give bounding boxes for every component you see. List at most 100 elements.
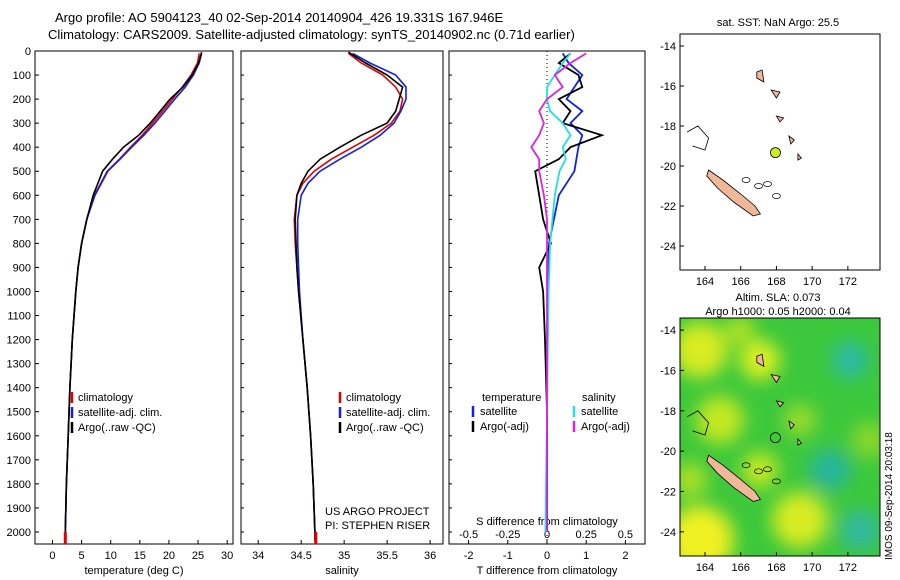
map-y-tick-label: -20 [660, 446, 676, 458]
x-tick-label: 34.5 [290, 550, 311, 562]
diff-series-line [530, 52, 587, 532]
vanuatu-island [770, 89, 781, 99]
new-caledonia-land [706, 169, 762, 217]
x-tick-label: 34 [252, 550, 264, 562]
map-x-tick-label: 164 [696, 562, 714, 574]
map-x-tick-label: 166 [732, 562, 750, 574]
y-tick-label: 400 [13, 142, 31, 154]
x-tick-label: 2 [622, 550, 628, 562]
map-x-tick-label: 172 [839, 562, 857, 574]
y-tick-label: 200 [13, 94, 31, 106]
y-tick-label: 100 [13, 70, 31, 82]
diff-series-line [534, 52, 605, 532]
x-tick-label: 0 [544, 550, 550, 562]
y-tick-label: 1800 [7, 479, 31, 491]
diff-series-line [544, 52, 572, 533]
vanuatu-island [788, 419, 795, 430]
map-x-tick-label: 170 [803, 276, 821, 288]
vanuatu-island [775, 115, 785, 123]
series-line [294, 51, 404, 540]
sla-blob [680, 322, 728, 378]
x-axis-label: salinity [325, 565, 359, 577]
x2-tick-label: -0.5 [459, 529, 478, 541]
credit-pi: PI: STEPHEN RISER [325, 520, 431, 532]
credit-project: US ARGO PROJECT [325, 506, 430, 518]
vanuatu-island [797, 437, 803, 446]
map-y-tick-label: -14 [660, 325, 676, 337]
sla-blob [742, 452, 778, 488]
sla-blob [810, 450, 850, 490]
y-tick-label: 1400 [7, 383, 31, 395]
map-x-tick-label: 170 [803, 562, 821, 574]
new-caledonia-land [706, 454, 762, 502]
map-y-tick-label: -22 [660, 486, 676, 498]
x2-tick-label: 0.5 [618, 529, 633, 541]
x-tick-label: -1 [503, 550, 513, 562]
vanuatu-island [770, 373, 781, 384]
side-timestamp: IMOS 09-Sep-2014 20:03:18 [884, 432, 895, 560]
map-bottom-title-line-2: Argo h1000: 0.05 h2000: 0.04 [705, 306, 851, 318]
plot-frame [240, 50, 444, 545]
x-tick-label: -2 [464, 550, 474, 562]
x-tick-label: 35 [338, 550, 350, 562]
x-axis-label: temperature (deg C) [84, 565, 183, 577]
legend-entry: Argo(-adj) [480, 421, 529, 433]
legend-entry: climatology [346, 392, 402, 404]
series-line [64, 53, 200, 542]
map-x-tick-label: 172 [839, 276, 857, 288]
legend-entry: Argo(..raw -QC) [78, 422, 156, 434]
sla-blob [696, 396, 744, 444]
map-y-tick-label: -18 [660, 406, 676, 418]
y-tick-label: 900 [13, 262, 31, 274]
series-line [296, 52, 407, 542]
reef-outline [686, 410, 710, 436]
y-tick-label: 800 [13, 238, 31, 250]
sla-blob [840, 510, 880, 550]
map-y-tick-label: -24 [660, 527, 676, 539]
y-tick-label: 1300 [7, 359, 31, 371]
legend-entry: Argo(..raw -QC) [346, 422, 424, 434]
y-tick-label: 500 [13, 166, 31, 178]
x-tick-label: 20 [163, 550, 175, 562]
map-y-tick-label: -16 [660, 81, 676, 93]
map-frame [679, 33, 881, 271]
y-tick-label: 1000 [7, 286, 31, 298]
sla-blob [726, 318, 754, 344]
vanuatu-island [756, 69, 765, 83]
y-tick-label: 300 [13, 118, 31, 130]
figure-title-line-1: Argo profile: AO 5904123_40 02-Sep-2014 … [55, 10, 504, 25]
sla-blob [832, 342, 868, 378]
legend-entry: satellite [581, 406, 618, 418]
map-x-tick-label: 164 [696, 276, 714, 288]
sla-blob [772, 492, 828, 548]
legend-entry: Argo(-adj) [581, 421, 630, 433]
x-tick-label: 35.5 [376, 550, 397, 562]
argo-float-marker [770, 432, 781, 444]
x-tick-label: 0 [49, 550, 55, 562]
x-tick-label: 10 [105, 550, 117, 562]
y-tick-label: 1200 [7, 335, 31, 347]
sla-blob [680, 506, 734, 556]
x-tick-label: 25 [192, 550, 204, 562]
series-line [293, 52, 404, 542]
vanuatu-island [775, 400, 785, 408]
vanuatu-island [788, 135, 795, 145]
y-tick-label: 1100 [7, 311, 31, 323]
y-tick-label: 1600 [7, 431, 31, 443]
y-tick-label: 700 [13, 214, 31, 226]
map-x-tick-label: 168 [767, 562, 785, 574]
y-tick-label: 1700 [7, 455, 31, 467]
loyalty-island [763, 466, 772, 473]
loyalty-island [772, 478, 781, 485]
x2-tick-label: 0.25 [575, 529, 596, 541]
argo-float-marker [770, 147, 781, 159]
sla-blob [680, 462, 708, 498]
figure-title-line-2: Climatology: CARS2009. Satellite-adjuste… [48, 27, 575, 42]
loyalty-island [772, 193, 781, 199]
map-y-tick-label: -18 [660, 121, 676, 133]
map-content [686, 69, 803, 217]
x-tick-label: 1 [583, 550, 589, 562]
legend-entry: satellite-adj. clim. [78, 407, 162, 419]
